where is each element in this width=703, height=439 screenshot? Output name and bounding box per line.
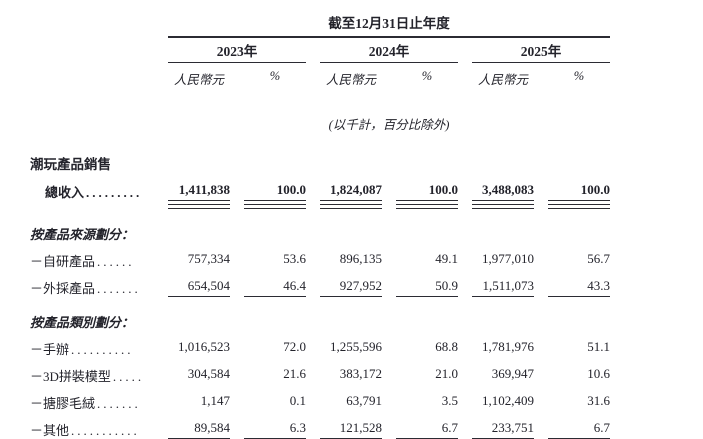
table-top-rule <box>168 36 610 38</box>
row-label: 總收入 <box>45 185 85 200</box>
double-rule <box>168 204 230 209</box>
value-cell: 1,147 <box>200 393 230 408</box>
row-label-cell: 總收入......... <box>30 182 154 201</box>
value-cell: 53.6 <box>283 251 306 266</box>
value-cell: 757,334 <box>187 251 230 266</box>
currency-header-2024: 人民幣元 <box>325 73 376 87</box>
value-cell: 63,791 <box>346 393 382 408</box>
table-row-figures: －手辦.......... 1,016,523 72.0 1,255,596 6… <box>30 339 703 358</box>
double-rule <box>548 204 610 209</box>
value-cell: 1,977,010 <box>482 251 534 266</box>
dot-leader: ......... <box>86 185 143 200</box>
double-rule <box>396 204 458 209</box>
double-rule <box>320 204 382 209</box>
table-row-3d-models: －3D拼裝模型..... 304,584 21.6 383,172 21.0 3… <box>30 366 703 385</box>
value-cell: 89,584 <box>168 420 230 439</box>
currency-header-2025: 人民幣元 <box>477 73 528 87</box>
value-cell: 21.6 <box>283 366 306 381</box>
value-cell: 100.0 <box>244 182 306 209</box>
value-cell: 10.6 <box>587 366 610 381</box>
dot-leader: ...... <box>97 254 135 269</box>
value-cell: 50.9 <box>396 278 458 297</box>
value-cell: 51.1 <box>587 339 610 354</box>
value-cell: 6.7 <box>548 420 610 439</box>
double-rule <box>472 204 534 209</box>
dot-leader: ....... <box>97 281 141 296</box>
value-cell: 304,584 <box>187 366 230 381</box>
value-cell: 1,016,523 <box>178 339 230 354</box>
row-label: 按產品類別劃分： <box>30 315 135 330</box>
percent-header-2025: % <box>573 69 585 83</box>
value-cell: 46.4 <box>244 278 306 297</box>
value-cell: 654,504 <box>168 278 230 297</box>
table-row-section-by-category: 按產品類別劃分： <box>30 312 703 331</box>
empty-label-cell <box>30 40 154 63</box>
dot-leader: .......... <box>71 342 134 357</box>
value-cell: 1,824,087 <box>320 182 382 209</box>
value-cell: 1,511,073 <box>472 278 534 297</box>
dot-leader: ....... <box>97 396 141 411</box>
table-row-vinyl-plush: －搪膠毛絨....... 1,147 0.1 63,791 3.5 1,102,… <box>30 393 703 412</box>
table-row-others: －其他........... 89,584 6.3 121,528 6.7 23… <box>30 420 703 439</box>
year-group-2023: 2023年 <box>168 40 306 63</box>
year-group-2025: 2025年 <box>472 40 610 63</box>
value-cell: 896,135 <box>339 251 382 266</box>
currency-header-2023: 人民幣元 <box>173 73 224 87</box>
column-header-row: 人民幣元 % 人民幣元 % 人民幣元 % <box>30 69 703 88</box>
value-cell: 369,947 <box>491 366 534 381</box>
value-cell: 927,952 <box>320 278 382 297</box>
row-label: －手辦 <box>30 342 70 357</box>
row-label: －外採產品 <box>30 281 96 296</box>
table-row-external-sourced: －外採產品....... 654,504 46.4 927,952 50.9 1… <box>30 278 703 297</box>
value-cell: 233,751 <box>472 420 534 439</box>
value-cell: 0.1 <box>289 393 306 408</box>
percent-header-2024: % <box>421 69 433 83</box>
value-cell: 6.3 <box>244 420 306 439</box>
year-group-2024: 2024年 <box>320 40 458 63</box>
value-cell: 3.5 <box>441 393 458 408</box>
value-cell: 100.0 <box>396 182 458 209</box>
value-cell: 68.8 <box>435 339 458 354</box>
value-cell: 3,488,083 <box>472 182 534 209</box>
row-label: －自研產品 <box>30 254 96 269</box>
dot-leader: ..... <box>112 369 145 384</box>
table-row-section-by-source: 按產品來源劃分： <box>30 224 703 243</box>
value-cell: 1,781,976 <box>482 339 534 354</box>
row-label-cell: －3D拼裝模型..... <box>30 366 154 385</box>
double-rule <box>244 204 306 209</box>
value-cell: 100.0 <box>548 182 610 209</box>
row-label: 潮玩產品銷售 <box>30 157 111 172</box>
row-label-cell: －外採產品....... <box>30 278 154 297</box>
value-cell: 72.0 <box>283 339 306 354</box>
row-label-cell: －自研產品...... <box>30 251 154 270</box>
percent-header-2023: % <box>269 69 281 83</box>
unit-note: (以千計，百分比除外) <box>328 118 450 132</box>
value-cell: 121,528 <box>320 420 382 439</box>
row-label: 按產品來源劃分： <box>30 227 135 242</box>
value-cell: 43.3 <box>548 278 610 297</box>
value-cell: 56.7 <box>587 251 610 266</box>
row-label-cell: －其他........... <box>30 420 154 439</box>
value-cell: 49.1 <box>435 251 458 266</box>
row-label: －其他 <box>30 423 70 438</box>
row-label-cell: －搪膠毛絨....... <box>30 393 154 412</box>
value-cell: 6.7 <box>396 420 458 439</box>
row-label: －3D拼裝模型 <box>30 369 111 384</box>
value-cell: 1,411,838 <box>168 182 230 209</box>
value-cell: 21.0 <box>435 366 458 381</box>
dot-leader: ........... <box>71 423 140 438</box>
row-label-cell: －手辦.......... <box>30 339 154 358</box>
row-label: －搪膠毛絨 <box>30 396 96 411</box>
table-row-self-developed: －自研產品...... 757,334 53.6 896,135 49.1 1,… <box>30 251 703 270</box>
value-cell: 31.6 <box>587 393 610 408</box>
value-cell: 383,172 <box>339 366 382 381</box>
year-header-row: 2023年 2024年 2025年 <box>30 40 703 63</box>
table-row-section-sales: 潮玩產品銷售 <box>30 153 703 173</box>
value-cell: 1,255,596 <box>330 339 382 354</box>
period-header: 截至12月31日止年度 <box>328 16 450 31</box>
value-cell: 1,102,409 <box>482 393 534 408</box>
table-row-total-revenue: 總收入......... 1,411,838 100.0 1,824,087 1… <box>30 182 703 209</box>
